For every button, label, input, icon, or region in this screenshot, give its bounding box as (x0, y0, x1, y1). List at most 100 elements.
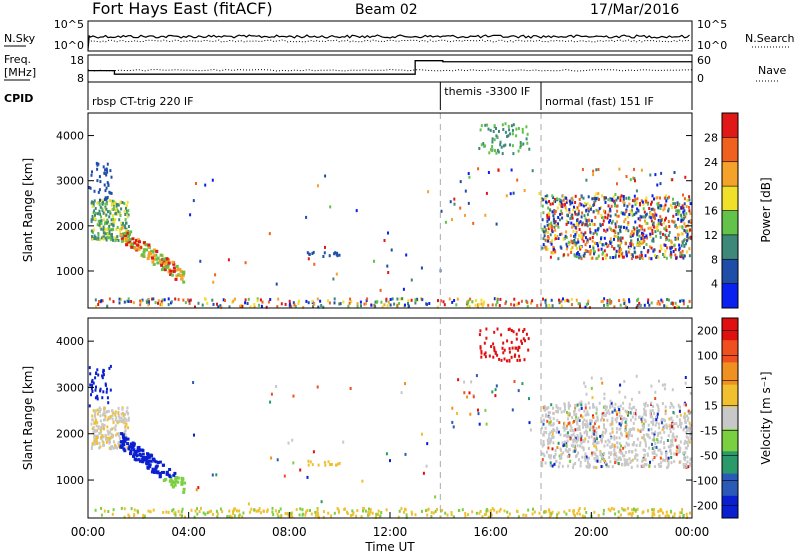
data-cell (108, 199, 111, 203)
data-cell (600, 437, 603, 441)
data-cell (639, 239, 642, 243)
data-cell (507, 515, 510, 519)
data-cell (110, 191, 113, 195)
data-cell (98, 431, 101, 435)
data-cell (440, 299, 443, 303)
data-cell (529, 428, 532, 432)
data-cell (453, 197, 456, 201)
data-cell (92, 418, 95, 422)
data-cell (544, 196, 547, 200)
data-cell (482, 302, 485, 306)
data-cell (616, 214, 619, 218)
data-cell (669, 427, 671, 431)
data-cell (491, 303, 494, 307)
data-cell (661, 402, 664, 405)
data-cell (677, 203, 679, 207)
data-cell (551, 432, 554, 435)
data-cell (682, 514, 685, 518)
data-cell (119, 445, 123, 449)
data-cell (657, 255, 660, 259)
data-cell (100, 513, 103, 517)
data-cell (138, 459, 142, 463)
data-cell (671, 206, 674, 210)
data-cell (673, 422, 676, 426)
data-cell (669, 250, 672, 254)
data-cell (109, 388, 112, 392)
data-cell (626, 458, 629, 462)
data-cell (640, 241, 643, 245)
data-cell (582, 425, 585, 429)
data-cell (609, 198, 612, 202)
data-cell (603, 452, 606, 455)
data-cell (645, 413, 647, 417)
data-cell (307, 257, 310, 261)
data-cell (595, 257, 598, 261)
data-cell (647, 428, 650, 432)
data-cell (91, 237, 94, 241)
data-cell (602, 455, 604, 459)
data-cell (569, 202, 572, 206)
data-cell (111, 214, 114, 218)
data-cell (466, 395, 469, 399)
data-cell (684, 421, 687, 424)
data-cell (682, 256, 685, 260)
data-cell (541, 426, 544, 430)
data-cell (651, 458, 654, 462)
data-cell (542, 418, 545, 422)
data-cell (312, 305, 314, 309)
data-cell (668, 195, 670, 199)
data-cell (589, 230, 592, 234)
data-cell (221, 510, 224, 514)
data-cell (639, 303, 642, 307)
data-cell (98, 209, 101, 213)
data-cell (665, 199, 668, 203)
data-cell (516, 358, 519, 362)
data-cell (635, 443, 638, 447)
x-tick-label-0: 00:00 (71, 525, 106, 539)
data-cell (428, 302, 431, 305)
data-cell (171, 509, 174, 513)
data-cell (100, 198, 103, 202)
data-cell (109, 415, 112, 419)
data-cell (137, 449, 141, 453)
data-cell (641, 436, 644, 440)
data-cell (665, 229, 668, 232)
data-cell (492, 130, 495, 133)
data-cell (602, 243, 605, 247)
data-cell (561, 441, 564, 445)
data-cell (620, 194, 623, 198)
data-cell (618, 249, 621, 253)
data-cell (580, 233, 583, 237)
data-cell (107, 227, 110, 231)
data-cell (118, 419, 121, 423)
data-cell (102, 441, 105, 445)
data-cell (623, 458, 626, 462)
data-cell (134, 452, 138, 456)
data-cell (620, 415, 623, 419)
data-cell (553, 221, 556, 225)
data-cell (101, 299, 104, 303)
data-cell (622, 446, 625, 450)
data-cell (98, 188, 101, 192)
data-cell (650, 219, 653, 223)
data-cell (613, 237, 615, 241)
data-cell (635, 305, 638, 309)
data-cell (90, 387, 93, 391)
data-cell (516, 178, 519, 182)
data-cell (663, 253, 666, 257)
data-cell (643, 402, 646, 406)
data-cell (542, 230, 545, 234)
data-cell (527, 508, 530, 512)
data-cell (106, 387, 108, 391)
data-cell (585, 208, 588, 212)
data-cell (597, 254, 600, 258)
data-cell (581, 237, 584, 241)
data-cell (305, 511, 307, 514)
data-cell (578, 256, 581, 260)
data-cell (644, 200, 647, 204)
data-cell (91, 170, 93, 174)
data-cell (156, 261, 160, 265)
data-cell (108, 190, 111, 194)
data-cell (182, 490, 186, 494)
data-cell (591, 236, 594, 239)
